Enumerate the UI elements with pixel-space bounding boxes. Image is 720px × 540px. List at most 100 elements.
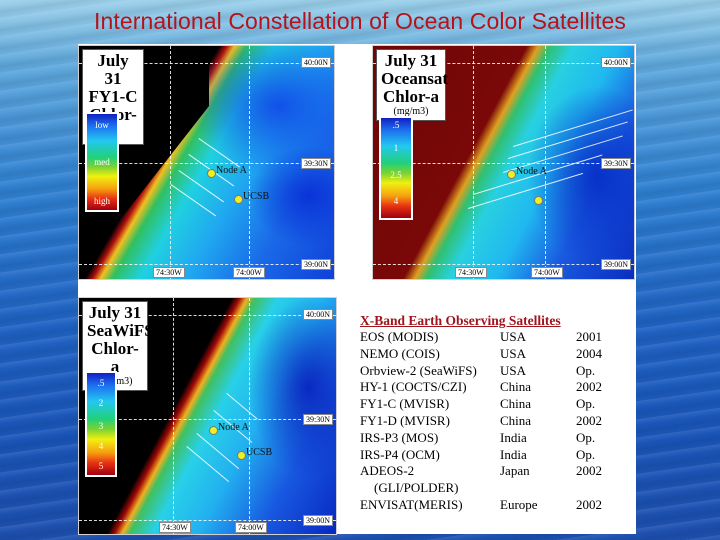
map-title-box: July 31 Oceansat Chlor-a (mg/m3) <box>376 49 449 121</box>
gridline-40-00n <box>79 63 334 64</box>
table-row: FY1-C (MVISR) China Op. <box>360 396 620 413</box>
satellite-table: X-Band Earth Observing Satellites EOS (M… <box>360 312 620 514</box>
station-marker <box>507 170 516 179</box>
satellite-country: USA <box>500 362 527 378</box>
satellite-name: EOS (MODIS) <box>360 329 439 344</box>
legend-label: 2 <box>98 398 104 408</box>
table-row: EOS (MODIS) USA 2001 <box>360 329 620 346</box>
satellite-name: NEMO (COIS) <box>360 345 440 361</box>
table-row: IRS-P3 (MOS) India Op. <box>360 430 620 447</box>
satellite-year: 2001 <box>576 329 602 344</box>
table-row: ADEOS-2 Japan 2002 <box>360 463 620 480</box>
lon-label: 74:00W <box>233 267 265 278</box>
color-scale-legend: .5 1 2.5 4 <box>379 116 413 220</box>
transect-line <box>226 393 258 420</box>
satellite-year: 2002 <box>576 379 602 395</box>
station-label-node-a: Node A <box>216 165 247 176</box>
lat-label: 40:00N <box>601 57 631 68</box>
satellite-country: Europe <box>500 496 538 512</box>
legend-label: 3 <box>98 421 104 431</box>
satellite-country: China <box>500 379 532 395</box>
map-sensor: SeaWiFS <box>87 321 154 340</box>
satellite-name: ENVISAT(MERIS) <box>360 496 463 512</box>
gridline-74-00w <box>249 298 250 534</box>
satellite-country: USA <box>500 345 527 361</box>
satellite-name: Orbview-2 (SeaWiFS) <box>360 362 477 378</box>
gridline-39-30n <box>373 163 634 164</box>
lat-label: 39:00N <box>301 259 331 270</box>
lon-label: 74:30W <box>159 522 191 533</box>
satellite-year: Op. <box>576 362 596 378</box>
satellite-year: Op. <box>576 429 596 445</box>
satellite-year: 2002 <box>576 463 602 479</box>
satellite-year: 2002 <box>576 412 602 428</box>
map-oceansat: July 31 Oceansat Chlor-a (mg/m3) .5 1 2.… <box>372 45 635 280</box>
map-date: July 31 <box>97 51 129 88</box>
color-scale-legend: .5 2 3 4 5 <box>85 371 117 477</box>
legend-label: 5 <box>98 461 104 471</box>
legend-label-med: med <box>94 157 110 167</box>
gridline-74-30w <box>173 298 174 534</box>
satellite-name: ADEOS-2 <box>360 463 415 479</box>
table-row: Orbview-2 (SeaWiFS) USA Op. <box>360 363 620 380</box>
map-product: Chlor-a <box>382 87 440 106</box>
satellite-name: HY-1 (COCTS/CZI) <box>360 379 467 395</box>
legend-label: 4 <box>393 196 399 206</box>
gridline-74-00w <box>249 46 250 279</box>
station-label-node-a: Node A <box>516 166 547 177</box>
lat-label: 39:00N <box>601 259 631 270</box>
satellite-country: India <box>500 429 527 445</box>
satellite-name: IRS-P4 (OCM) <box>360 446 440 462</box>
lat-label: 39:00N <box>303 515 333 526</box>
legend-label: 4 <box>98 441 104 451</box>
gridline-40-00n <box>373 63 634 64</box>
map-sensor: FY1-C <box>88 87 138 106</box>
table-row: (GLI/POLDER) <box>360 480 620 497</box>
map-product: Chlor-a <box>91 339 139 376</box>
legend-label: 2.5 <box>390 170 402 180</box>
table-row: ENVISAT(MERIS) Europe 2002 <box>360 497 620 514</box>
legend-label: 1 <box>393 143 399 153</box>
gridline-39-00n <box>373 264 634 265</box>
lat-label: 39:30N <box>303 414 333 425</box>
table-row: IRS-P4 (OCM) India Op. <box>360 447 620 464</box>
satellite-country <box>506 480 578 497</box>
satellite-year: 2004 <box>576 345 602 361</box>
transect-line <box>170 184 217 217</box>
legend-label-low: low <box>95 120 109 130</box>
station-label-ucsb: UCSB <box>246 447 273 458</box>
lat-label: 39:30N <box>301 158 331 169</box>
satellite-table-heading: X-Band Earth Observing Satellites <box>360 313 561 328</box>
transect-line <box>513 109 633 147</box>
gridline-74-00w <box>545 46 546 279</box>
lat-label: 40:00N <box>301 57 331 68</box>
station-marker <box>207 169 216 178</box>
gridline-39-00n <box>79 520 336 521</box>
gridline-39-00n <box>79 264 334 265</box>
satellite-name: FY1-C (MVISR) <box>360 396 450 412</box>
satellite-year: Op. <box>576 396 596 412</box>
lat-label: 40:00N <box>303 309 333 320</box>
map-date: July 31 <box>384 51 438 70</box>
satellite-country: USA <box>500 329 527 344</box>
transect-line <box>196 433 240 470</box>
map-date: July 31 <box>88 303 142 322</box>
satellite-name: FY1-D (MVISR) <box>360 412 450 428</box>
satellite-year: Op. <box>576 446 596 462</box>
map-sensor: Oceansat <box>381 69 449 88</box>
map-fy1c: July 31 FY1-C Chlor-a low med high 40:00… <box>78 45 335 280</box>
station-marker <box>237 451 246 460</box>
satellite-year: 2002 <box>576 496 602 512</box>
slide-title: International Constellation of Ocean Col… <box>93 8 627 34</box>
station-marker <box>234 195 243 204</box>
lat-label: 39:30N <box>601 158 631 169</box>
satellite-year <box>578 480 620 497</box>
table-row: HY-1 (COCTS/CZI) China 2002 <box>360 379 620 396</box>
satellite-country: China <box>500 412 532 428</box>
color-scale-legend: low med high <box>85 112 119 212</box>
satellite-name: (GLI/POLDER) <box>374 480 459 496</box>
gridline-39-30n <box>79 163 334 164</box>
map-seawifs: July 31 SeaWiFS Chlor-a (mg/m3) .5 2 3 4… <box>78 297 337 535</box>
station-label-node-a: Node A <box>218 422 249 433</box>
satellite-name: IRS-P3 (MOS) <box>360 429 439 445</box>
